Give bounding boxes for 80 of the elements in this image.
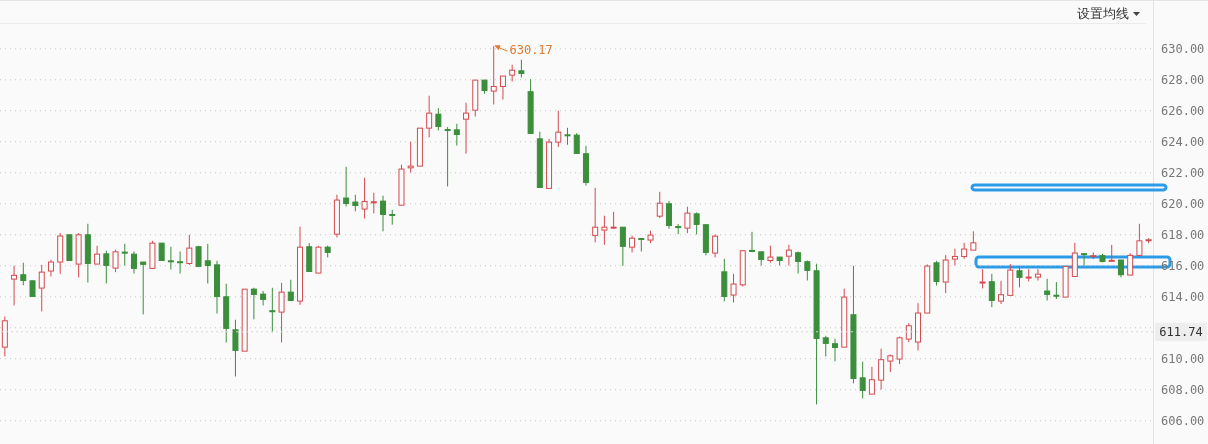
candlestick bbox=[232, 319, 239, 377]
candlestick bbox=[490, 45, 497, 105]
candlestick bbox=[260, 290, 267, 306]
candlestick bbox=[979, 268, 986, 289]
candlestick bbox=[112, 249, 119, 273]
candlestick bbox=[601, 215, 608, 246]
y-tick-label: 624.00 bbox=[1161, 135, 1205, 150]
candlestick bbox=[684, 206, 691, 234]
y-tick-label: 620.00 bbox=[1161, 197, 1205, 212]
candlestick bbox=[250, 287, 257, 320]
candlestick bbox=[785, 244, 792, 266]
candlestick bbox=[103, 250, 110, 284]
candlestick bbox=[20, 262, 27, 286]
candlestick bbox=[1016, 266, 1023, 288]
candlestick bbox=[463, 102, 470, 155]
candlestick bbox=[951, 248, 958, 266]
y-tick-label: 610.00 bbox=[1161, 352, 1205, 367]
candlestick bbox=[1136, 223, 1143, 256]
candlestick bbox=[177, 251, 184, 275]
candlestick bbox=[905, 322, 912, 343]
candlestick bbox=[573, 132, 580, 154]
candlestick bbox=[278, 282, 285, 343]
candlestick bbox=[380, 195, 387, 232]
candlestick bbox=[933, 260, 940, 286]
y-tick-label: 622.00 bbox=[1161, 166, 1205, 181]
candlestick bbox=[204, 243, 211, 284]
candlestick bbox=[121, 243, 128, 266]
candlestick bbox=[942, 254, 949, 294]
text: 设置均线 bbox=[1077, 5, 1129, 23]
ref-line-label: 611.74 bbox=[1159, 324, 1203, 339]
candlestick bbox=[444, 126, 451, 187]
y-tick-label: 630.00 bbox=[1161, 42, 1205, 57]
candlestick bbox=[832, 338, 839, 362]
candlestick bbox=[656, 191, 663, 219]
candlestick bbox=[822, 335, 829, 357]
candlestick bbox=[592, 187, 599, 243]
y-tick-label: 628.00 bbox=[1161, 73, 1205, 88]
candlestick bbox=[186, 234, 193, 266]
y-tick-label: 626.00 bbox=[1161, 104, 1205, 119]
candlestick bbox=[140, 261, 147, 315]
candlestick bbox=[1044, 278, 1051, 301]
candlestick bbox=[1071, 242, 1078, 277]
annotation: 630.17 bbox=[509, 43, 553, 58]
candlestick bbox=[94, 245, 101, 265]
candlestick bbox=[287, 279, 294, 301]
y-tick-label: 614.00 bbox=[1161, 290, 1205, 305]
candlestick bbox=[11, 265, 18, 306]
candlestick bbox=[370, 192, 377, 214]
candlestick bbox=[269, 287, 276, 333]
candlestick bbox=[998, 280, 1005, 305]
y-tick-label: 608.00 bbox=[1161, 383, 1205, 398]
candlestick bbox=[343, 166, 350, 207]
candlestick bbox=[712, 233, 719, 258]
candlestick bbox=[453, 123, 460, 147]
candlestick bbox=[859, 361, 866, 399]
candlestick bbox=[499, 75, 506, 100]
candlestick bbox=[167, 246, 174, 270]
candlestick bbox=[555, 110, 562, 148]
candlestick bbox=[435, 107, 442, 131]
y-tick-label: 618.00 bbox=[1161, 228, 1205, 243]
candlestick bbox=[970, 230, 977, 251]
candlestick bbox=[1081, 252, 1088, 266]
candlestick bbox=[693, 211, 700, 235]
candlestick bbox=[130, 251, 137, 275]
candlestick bbox=[896, 335, 903, 365]
candlestick bbox=[730, 273, 737, 303]
candlestick bbox=[38, 264, 45, 312]
y-tick-label: 616.00 bbox=[1161, 259, 1205, 274]
candlestick bbox=[638, 237, 645, 253]
candlestick bbox=[878, 348, 885, 390]
candlestick bbox=[407, 141, 414, 173]
candlestick bbox=[1034, 268, 1041, 281]
candlestick bbox=[665, 200, 672, 230]
candlestick bbox=[619, 226, 626, 267]
candlestick bbox=[1127, 252, 1134, 276]
candlestick bbox=[988, 273, 995, 308]
candlestick bbox=[361, 177, 368, 219]
candlestick bbox=[868, 366, 875, 395]
candlestick bbox=[426, 95, 433, 138]
y-tick-label: 606.00 bbox=[1161, 414, 1205, 429]
